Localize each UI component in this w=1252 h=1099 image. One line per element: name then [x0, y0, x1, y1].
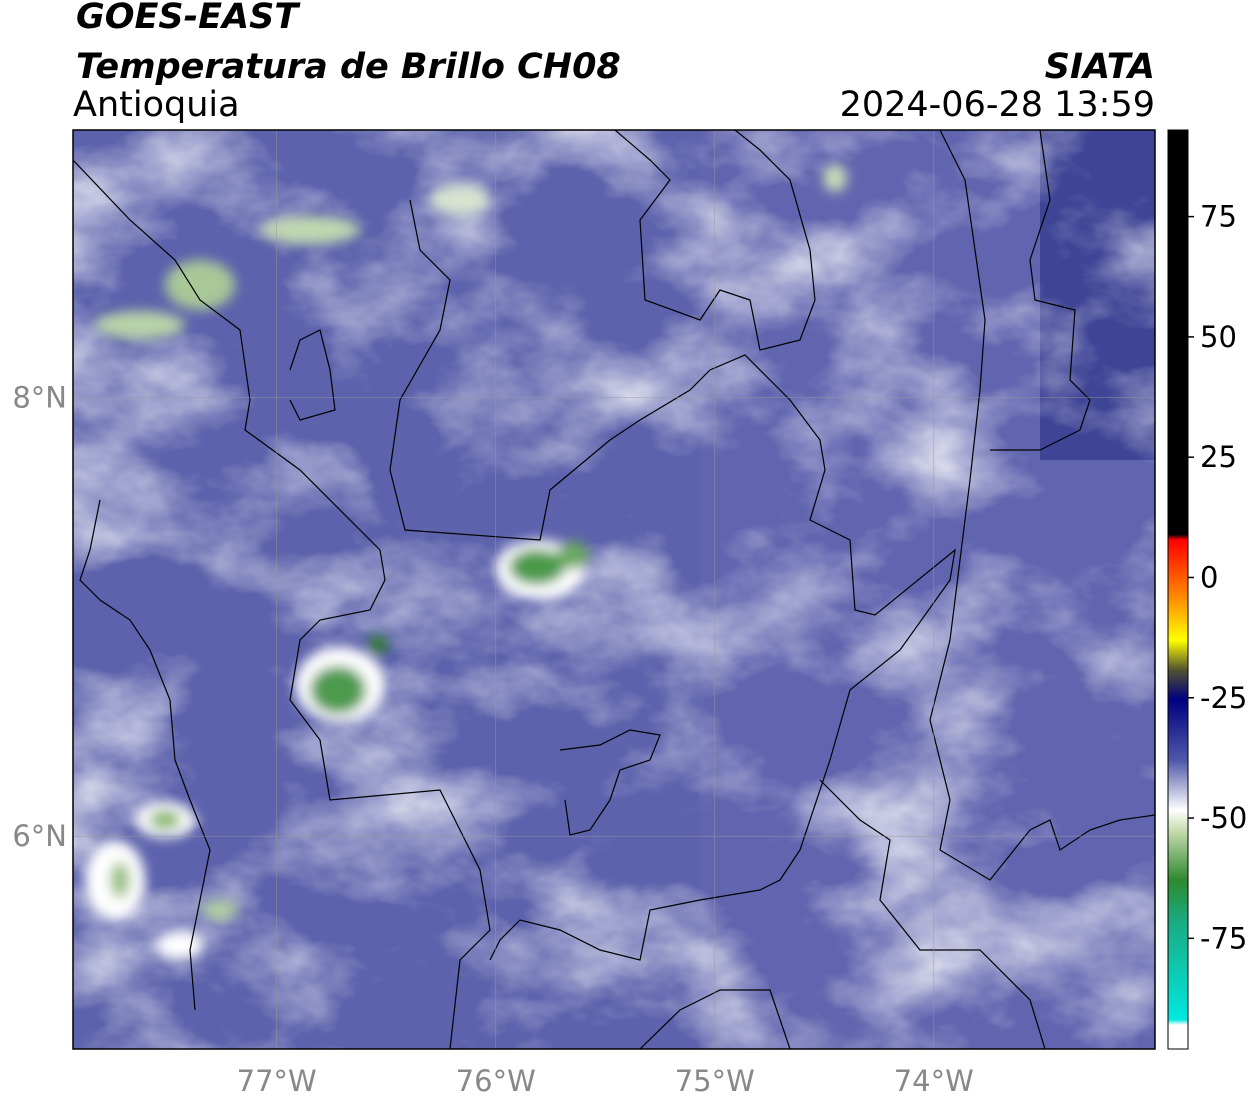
datetime-label: 2024-06-28 13:59: [840, 85, 1155, 125]
lon-tick-label: 77°W: [237, 1064, 317, 1098]
colorbar-tick-label: -25: [1200, 681, 1247, 715]
colorbar-tick-label: -50: [1200, 801, 1247, 835]
lat-tick-label: 6°N: [12, 819, 67, 853]
lon-tick-label: 76°W: [456, 1064, 536, 1098]
colorbar: [1167, 129, 1189, 1050]
borders: [73, 130, 1155, 1049]
agency-label: SIATA: [1045, 47, 1155, 87]
colorbar-tick-label: 75: [1200, 200, 1237, 234]
satellite-title: GOES-EAST: [76, 0, 301, 37]
map-frame: [72, 129, 1156, 1050]
colorbar-tick-label: 50: [1200, 320, 1237, 354]
lon-tick-label: 74°W: [894, 1064, 974, 1098]
colorbar-tick-label: 0: [1200, 560, 1218, 594]
lon-tick-label: 75°W: [675, 1064, 755, 1098]
colorbar-tick-label: 25: [1200, 440, 1237, 474]
lat-tick-label: 8°N: [12, 381, 67, 415]
colorbar-tick-label: -75: [1200, 921, 1247, 955]
map-image: [73, 130, 1155, 1049]
product-title: Temperatura de Brillo CH08: [76, 47, 621, 87]
region-label: Antioquia: [73, 85, 240, 125]
